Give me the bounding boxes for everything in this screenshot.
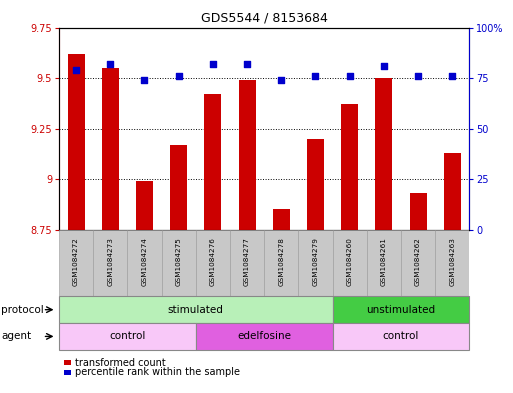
Bar [367,230,401,296]
Bar [332,323,469,350]
Bar [204,94,222,393]
Bar [230,230,264,296]
Bar [59,230,93,296]
Text: unstimulated: unstimulated [366,305,436,315]
Bar [299,230,332,296]
Point [311,73,320,79]
Bar [435,230,469,296]
Bar [401,230,435,296]
Text: GSM1084277: GSM1084277 [244,237,250,286]
Bar [170,145,187,393]
Text: GSM1084273: GSM1084273 [107,237,113,286]
Point [174,73,183,79]
Point [414,73,422,79]
Text: GSM1084275: GSM1084275 [175,237,182,286]
Point [209,61,217,67]
Bar [341,104,358,393]
Text: agent: agent [1,331,31,342]
Point [380,63,388,69]
Text: GSM1084272: GSM1084272 [73,237,79,286]
Bar [307,139,324,393]
Text: GSM1084261: GSM1084261 [381,237,387,286]
Text: GSM1084260: GSM1084260 [347,237,353,286]
Point [106,61,114,67]
Text: edelfosine: edelfosine [237,331,291,342]
Text: transformed count: transformed count [75,358,166,367]
Text: percentile rank within the sample: percentile rank within the sample [75,367,241,377]
Bar [444,153,461,393]
Point [141,77,149,83]
Bar [273,209,290,393]
Bar [332,296,469,323]
Point [277,77,285,83]
Text: GSM1084279: GSM1084279 [312,237,319,286]
Point [346,73,354,79]
Bar [239,80,255,393]
Bar [264,230,299,296]
Bar [127,230,162,296]
Bar [68,54,85,393]
Text: control: control [109,331,146,342]
Bar [196,230,230,296]
Text: GSM1084276: GSM1084276 [210,237,216,286]
Bar [162,230,196,296]
Bar [136,181,153,393]
Bar [93,230,127,296]
Text: GSM1084274: GSM1084274 [142,237,148,286]
Bar [196,323,332,350]
Text: protocol: protocol [1,305,44,315]
Bar [376,78,392,393]
Point [243,61,251,67]
Text: stimulated: stimulated [168,305,224,315]
Bar [102,68,119,393]
Bar [332,230,367,296]
Bar [59,296,332,323]
Text: GDS5544 / 8153684: GDS5544 / 8153684 [201,12,328,25]
Point [72,67,80,73]
Point [448,73,457,79]
Bar [59,323,196,350]
Text: GSM1084262: GSM1084262 [415,237,421,286]
Bar [409,193,427,393]
Text: GSM1084278: GSM1084278 [278,237,284,286]
Text: GSM1084263: GSM1084263 [449,237,456,286]
Text: control: control [383,331,419,342]
